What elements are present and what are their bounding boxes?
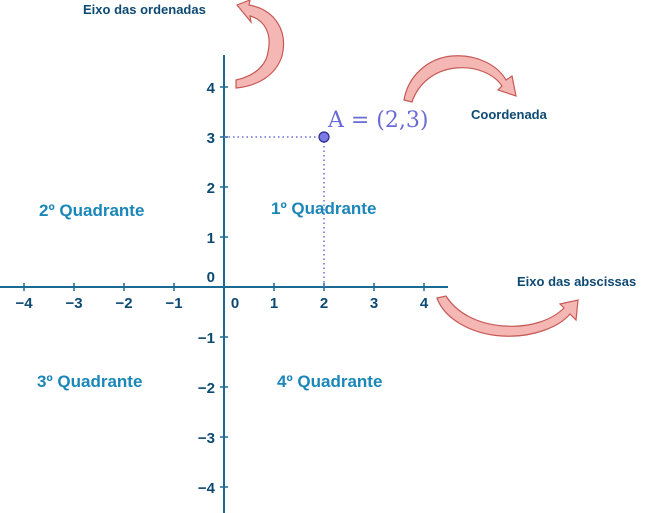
y-tick-label: −4	[198, 480, 216, 497]
quadrant-4-label: 4º Quadrante	[277, 372, 382, 391]
y-tick-label: 2	[207, 180, 215, 197]
x-tick-label: 4	[420, 295, 429, 312]
x-tick-label: 2	[320, 295, 328, 312]
y-axis-ticks: 4 3 2 1 0 −1 −2 −3 −4	[198, 80, 228, 497]
x-tick-label: 1	[270, 295, 278, 312]
x-tick-label: 0	[231, 295, 239, 312]
x-tick-label: −3	[65, 295, 82, 312]
y-tick-label: −3	[198, 430, 215, 447]
x-tick-label: 3	[370, 295, 378, 312]
curved-arrow-icon	[235, 0, 284, 89]
point-a	[318, 131, 330, 143]
y-axis-name-label: Eixo das ordenadas	[83, 2, 206, 17]
x-tick-label: −1	[165, 295, 182, 312]
curved-arrow-icon	[403, 55, 517, 103]
y-tick-label: 3	[207, 130, 215, 147]
point-a-label: A = (2,3)	[327, 108, 428, 133]
x-axis-ticks: −4 −3 −2 −1 0 1 2 3 4	[15, 283, 429, 312]
y-tick-label: 0	[207, 269, 215, 286]
x-axis-name-label: Eixo das abscissas	[517, 274, 636, 289]
y-tick-label: 1	[207, 230, 215, 247]
quadrant-2-label: 2º Quadrante	[39, 201, 144, 220]
x-tick-label: −4	[15, 295, 33, 312]
curved-arrow-icon	[436, 295, 579, 337]
quadrant-3-label: 3º Quadrante	[37, 372, 142, 391]
y-tick-label: −1	[198, 330, 215, 347]
coordinate-annotation-label: Coordenada	[471, 107, 548, 122]
quadrant-1-label: 1º Quadrante	[271, 199, 376, 218]
y-tick-label: −2	[198, 380, 215, 397]
y-tick-label: 4	[207, 80, 216, 97]
x-tick-label: −2	[115, 295, 132, 312]
